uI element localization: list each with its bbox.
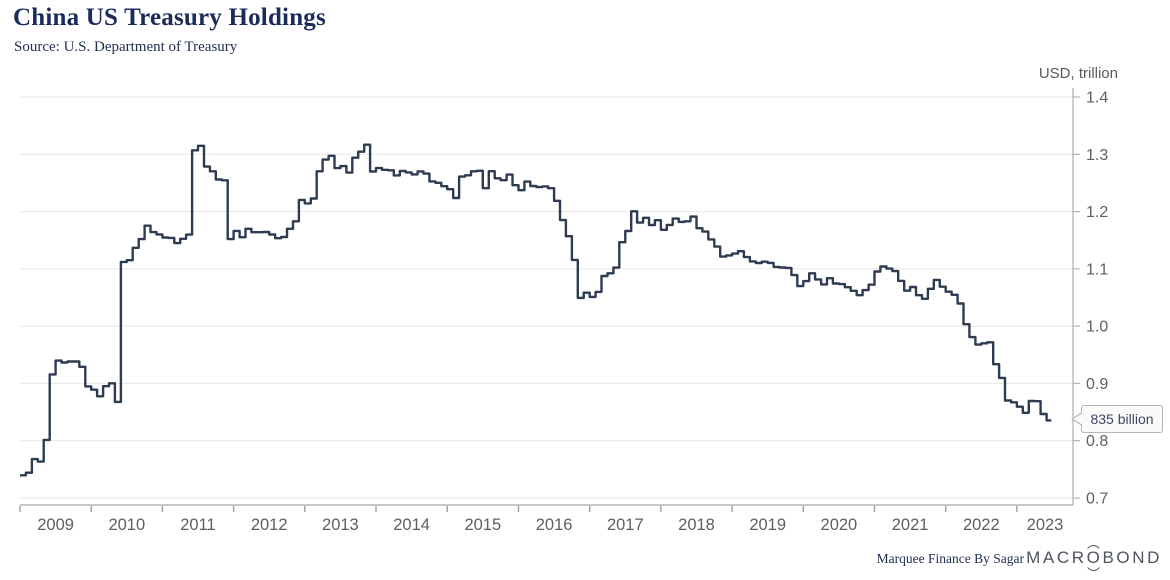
x-tick-label: 2010 [108,516,145,534]
x-tick-label: 2018 [678,516,715,534]
x-tick-label: 2017 [607,516,644,534]
y-tick-label: 1.3 [1086,147,1108,164]
macrobond-logo-ring-o: O [1084,544,1104,571]
x-tick-label: 2021 [892,516,929,534]
y-tick-label: 0.9 [1086,376,1108,393]
x-tick-label: 2012 [251,516,288,534]
x-tick-label: 2016 [536,516,573,534]
x-tick-label: 2009 [37,516,74,534]
macrobond-logo-text: MACR [1026,548,1087,567]
chart-title: China US Treasury Holdings [13,4,326,31]
x-tick-label: 2019 [749,516,786,534]
y-tick-label: 1.1 [1086,261,1108,278]
x-tick-label: 2011 [180,516,215,534]
x-tick-label: 2015 [464,516,501,534]
watermark-credit: Marquee Finance By Sagar [876,551,1024,566]
chart-source: Source: U.S. Department of Treasury [14,39,238,55]
macrobond-logo-text: BOND [1102,548,1162,567]
x-tick-label: 2022 [963,516,1000,534]
y-tick-label: 1.0 [1086,319,1108,336]
y-tick-label: 1.4 [1086,90,1108,107]
macrobond-logo: MACROBOND [1026,544,1162,571]
last-value-callout: 835 billion [1081,405,1163,433]
y-tick-label: 1.2 [1086,204,1108,221]
x-tick-label: 2013 [322,516,359,534]
x-tick-label: 2014 [393,516,430,534]
x-tick-label: 2020 [821,516,858,534]
series-line-china-holdings [20,143,1052,477]
last-value-label: 835 billion [1090,411,1154,427]
y-axis-unit-label: USD, trillion [1038,65,1118,82]
x-tick-label: 2023 [1027,516,1064,534]
y-tick-label: 0.8 [1086,433,1108,450]
y-tick-label: 0.7 [1086,491,1108,508]
